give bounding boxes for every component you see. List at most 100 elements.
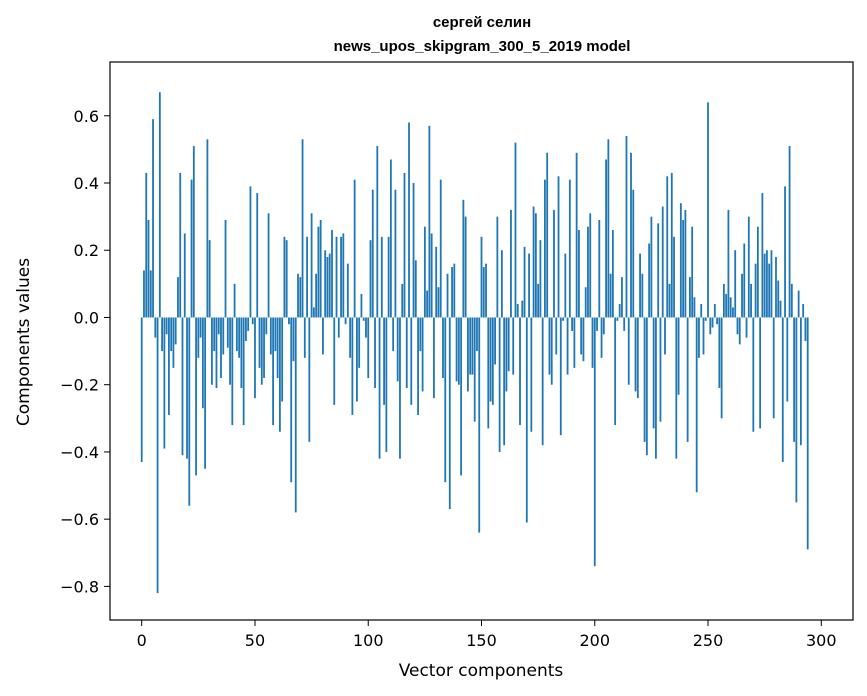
bar xyxy=(306,236,308,318)
bar xyxy=(258,317,261,368)
y-axis-ticks: −0.8 −0.6 −0.4 −0.2 0.0 0.2 0.4 0.6 xyxy=(60,107,110,596)
bar xyxy=(167,317,170,415)
bar xyxy=(618,304,621,318)
bar xyxy=(713,304,716,318)
bar xyxy=(634,317,637,392)
bar xyxy=(346,263,349,318)
bar xyxy=(229,317,231,385)
bar xyxy=(684,209,687,318)
bar xyxy=(539,240,542,318)
bar xyxy=(607,139,610,318)
bar xyxy=(689,277,691,318)
bar xyxy=(482,267,485,318)
bar xyxy=(358,317,361,368)
bar xyxy=(507,317,510,372)
bar xyxy=(308,317,311,442)
bar xyxy=(661,206,664,318)
y-tick-label: 0.4 xyxy=(74,174,99,193)
bar xyxy=(790,283,793,318)
bar xyxy=(356,317,358,402)
bar xyxy=(281,317,284,402)
bar xyxy=(480,236,483,318)
bar xyxy=(704,317,707,321)
bar xyxy=(641,273,644,318)
bar xyxy=(240,317,243,389)
bar xyxy=(190,179,193,318)
bar xyxy=(199,317,202,338)
bar xyxy=(156,317,159,594)
bar xyxy=(242,317,245,426)
bar xyxy=(677,317,680,395)
bar xyxy=(516,304,519,318)
bar xyxy=(485,263,487,318)
bar xyxy=(741,273,743,318)
x-tick-label: 250 xyxy=(693,631,724,650)
bar xyxy=(233,283,236,318)
bar xyxy=(750,283,752,318)
bar xyxy=(489,317,492,402)
bar xyxy=(186,317,188,459)
bar xyxy=(605,159,607,318)
bar xyxy=(421,317,424,392)
bar xyxy=(414,260,417,318)
bar xyxy=(272,317,274,426)
bar xyxy=(609,273,612,318)
bar xyxy=(303,317,306,358)
chart-subtitle: news_upos_skipgram_300_5_2019 model xyxy=(334,38,631,55)
bar xyxy=(498,317,501,452)
bar xyxy=(625,135,628,318)
bar xyxy=(263,317,265,378)
bar xyxy=(528,253,530,318)
bar xyxy=(247,317,250,331)
bar xyxy=(428,125,431,318)
bar xyxy=(534,213,537,318)
bar xyxy=(367,317,370,378)
bar xyxy=(682,219,685,318)
bar xyxy=(161,317,163,352)
bar xyxy=(743,243,746,318)
bar xyxy=(251,317,254,325)
bar xyxy=(333,317,336,405)
y-tick-label: 0.2 xyxy=(74,241,99,260)
bar xyxy=(763,253,766,318)
bar xyxy=(639,253,641,318)
bar xyxy=(292,317,295,362)
bar xyxy=(779,300,782,318)
bar xyxy=(360,293,363,318)
bar xyxy=(562,317,564,321)
x-tick-label: 50 xyxy=(245,631,265,650)
bar xyxy=(344,317,347,325)
bar xyxy=(636,317,639,399)
bar xyxy=(312,307,315,318)
bar xyxy=(598,219,601,318)
bar xyxy=(408,122,410,318)
bar xyxy=(611,230,614,318)
bar xyxy=(462,199,465,318)
bar xyxy=(476,317,478,352)
bar xyxy=(335,236,338,318)
bar xyxy=(664,317,666,355)
bar xyxy=(290,317,293,483)
y-tick-label: −0.6 xyxy=(60,510,99,529)
bar xyxy=(655,317,657,459)
bar xyxy=(319,219,322,318)
bar xyxy=(260,317,263,385)
bar xyxy=(523,246,526,318)
bar xyxy=(310,213,313,318)
bar xyxy=(679,203,682,318)
bar xyxy=(294,317,297,513)
bar xyxy=(464,216,467,318)
bar xyxy=(267,213,270,318)
bar xyxy=(519,317,521,426)
bar xyxy=(380,236,383,318)
bar xyxy=(729,297,732,318)
bar xyxy=(322,317,324,355)
bar xyxy=(145,172,148,318)
bar xyxy=(727,209,730,318)
bar xyxy=(265,317,268,335)
bar xyxy=(417,317,419,415)
bar xyxy=(578,230,580,318)
bar xyxy=(317,226,320,318)
bar xyxy=(455,317,458,382)
bar xyxy=(423,226,426,318)
